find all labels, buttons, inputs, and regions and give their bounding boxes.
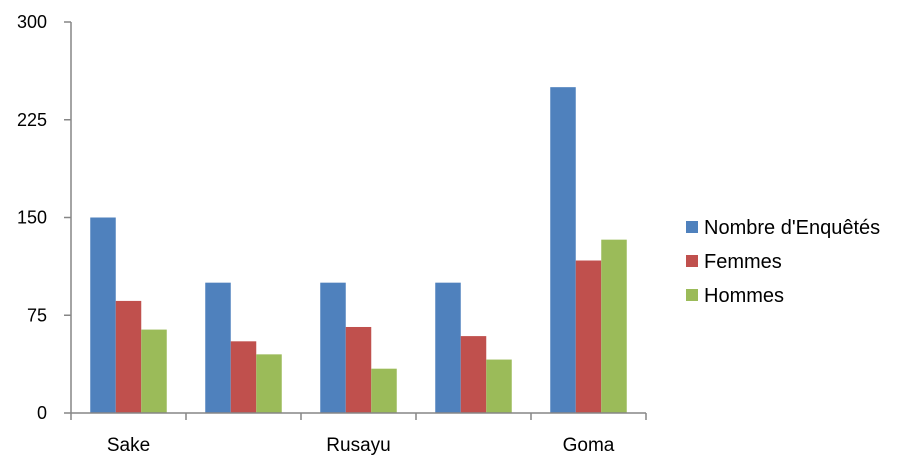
y-tick-label: 225 [17, 110, 47, 130]
bar [115, 300, 142, 413]
legend-label: Hommes [704, 285, 784, 307]
legend-label: Nombre d'Enquêtés [704, 217, 880, 239]
y-axis-ticks: 0 75 150 225 300 [17, 12, 71, 423]
bar [320, 282, 346, 413]
bar [435, 282, 461, 413]
bar [460, 336, 487, 413]
bar [90, 217, 116, 413]
x-category-label: Rusayu [326, 435, 390, 456]
bar [205, 282, 231, 413]
bar [256, 354, 282, 413]
bar [550, 87, 576, 414]
bar [371, 368, 397, 413]
legend-label: Femmes [704, 251, 782, 273]
y-tick-label: 0 [37, 403, 47, 423]
bars-group [90, 87, 627, 414]
bar [486, 359, 512, 413]
legend-swatch [686, 255, 698, 267]
y-tick-label: 300 [17, 12, 47, 32]
bar [230, 341, 257, 413]
legend-swatch [686, 289, 698, 301]
x-category-label: Goma [563, 435, 615, 456]
x-category-label: Sake [107, 435, 150, 456]
bar [601, 239, 627, 413]
legend: Nombre d'Enquêtés Femmes Hommes [686, 217, 880, 307]
y-tick-label: 150 [17, 208, 47, 228]
bar [141, 329, 167, 413]
bar [345, 326, 372, 413]
x-axis-ticks: Sake Rusayu Goma [70, 413, 647, 456]
bar [575, 260, 602, 413]
legend-swatch [686, 221, 698, 233]
y-tick-label: 75 [27, 305, 47, 325]
